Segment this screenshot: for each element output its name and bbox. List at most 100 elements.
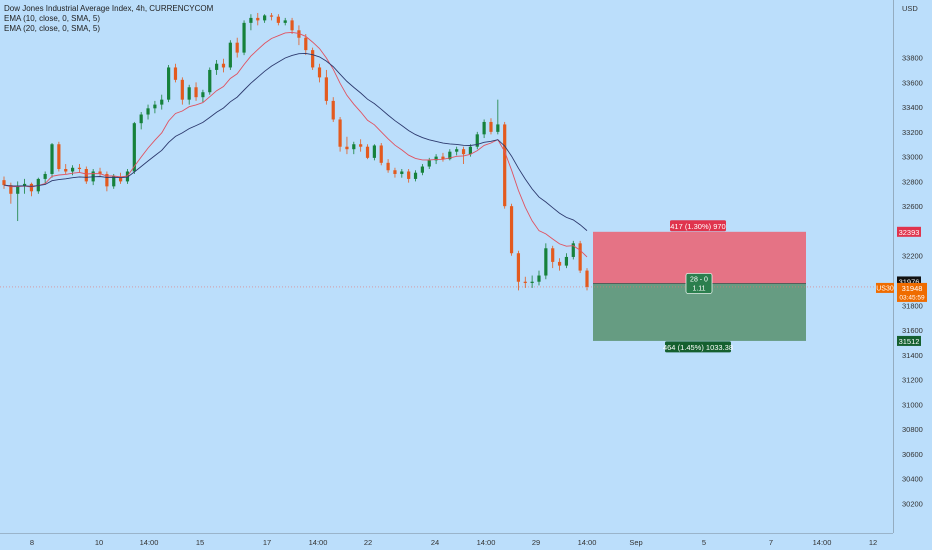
candle-body [331,100,335,120]
stop-label: 417 (1.30%) 970 [670,222,725,231]
candle-body [359,144,363,147]
candle-body [160,99,164,105]
candle-body [194,87,198,98]
candle-body [304,37,308,51]
candle-body [119,176,123,182]
chart-legend: Dow Jones Industrial Average Index, 4h, … [4,4,213,34]
candle-body [461,149,466,155]
current-price-tag [897,282,927,302]
entry-price-tag [897,276,921,287]
candle-body [571,243,575,257]
candle-body [311,50,315,68]
candle-body [64,169,68,172]
candle-body [468,146,472,155]
y-tick-label: 31200 [902,376,923,385]
candle-body [317,67,322,78]
candle-body [132,123,136,172]
stop-price-tag [897,226,921,237]
y-tick-label: 33600 [902,78,923,87]
candle-body [153,104,157,109]
candle-body [557,261,562,266]
legend-ema10: EMA (10, close, 0, SMA, 5) [4,14,101,23]
candle-body [290,20,294,31]
candle-body [551,248,555,262]
candle-body [242,22,246,53]
x-tick-label: 5 [702,538,706,547]
candle-body [420,166,424,173]
candle-body [235,42,239,53]
candle-body [379,145,383,163]
candle-body [544,248,548,276]
y-tick-label: 31600 [902,326,923,335]
candle-body [105,173,109,187]
candle-body [482,121,486,135]
y-tick-label: 32800 [902,177,923,186]
candle-body [455,149,459,152]
candle-body [221,63,226,68]
symbol-tag-box [876,282,894,293]
candle-body [276,16,280,23]
candle-body [407,171,411,179]
candle-body [50,144,54,174]
x-tick-label: 14:00 [140,538,159,547]
candle-body [208,69,212,93]
candle-body [187,87,191,100]
candle-body [22,183,27,187]
candle-body [36,178,40,192]
candle-body [70,167,75,172]
candle-body [256,17,260,21]
x-tick-label: 17 [263,538,271,547]
y-tick-label: 32200 [902,252,923,261]
candle-body [16,186,20,194]
candle-body [84,169,88,182]
candle-body [537,275,541,282]
candle-body [564,256,569,266]
candle-body [400,171,404,174]
candle-body [585,270,589,287]
y-axis-unit: USD [902,4,918,13]
candle-body [98,171,102,174]
entry-price-label: 31976 [899,277,920,286]
x-tick-label: 8 [30,538,34,547]
countdown-label: 03:45:59 [899,294,925,301]
x-tick-label: 12 [869,538,877,547]
candle-body [77,167,82,170]
y-tick-label: 31800 [902,301,923,310]
x-tick-label: 22 [364,538,372,547]
candle-body [215,63,219,70]
target-label: 464 (1.45%) 1033.38 [663,343,733,352]
candle-body [283,20,287,23]
candle-body [448,151,452,160]
candle-body [523,281,527,283]
candle-body [530,281,534,283]
ratio-box [685,273,713,294]
candle-body [393,170,397,174]
candle-body [338,119,342,147]
candle-body [180,79,184,100]
target-price-tag [897,335,921,346]
y-tick-label: 33200 [902,128,923,137]
candle-body [139,114,143,124]
candle-body [146,108,150,115]
candle-body [365,146,370,158]
candle-body [516,253,521,282]
target-price-label: 31512 [899,337,920,346]
candle-body [503,124,507,207]
candle-body [269,15,274,17]
legend-symbol: Dow Jones Industrial Average Index, 4h, … [4,4,214,13]
candle-body [201,92,205,98]
candle-body [475,134,479,147]
candle-body [434,156,438,161]
candle-body [441,156,445,160]
target-label-box [665,341,731,353]
candle-body [167,67,171,100]
ema-20-line [3,52,588,231]
y-tick-label: 30600 [902,450,923,459]
candle-body [427,160,431,167]
x-tick-label: 14:00 [309,538,328,547]
candle-body [372,145,376,158]
x-tick-label: 10 [95,538,103,547]
candle-body [578,243,582,271]
y-tick-label: 30400 [902,475,923,484]
